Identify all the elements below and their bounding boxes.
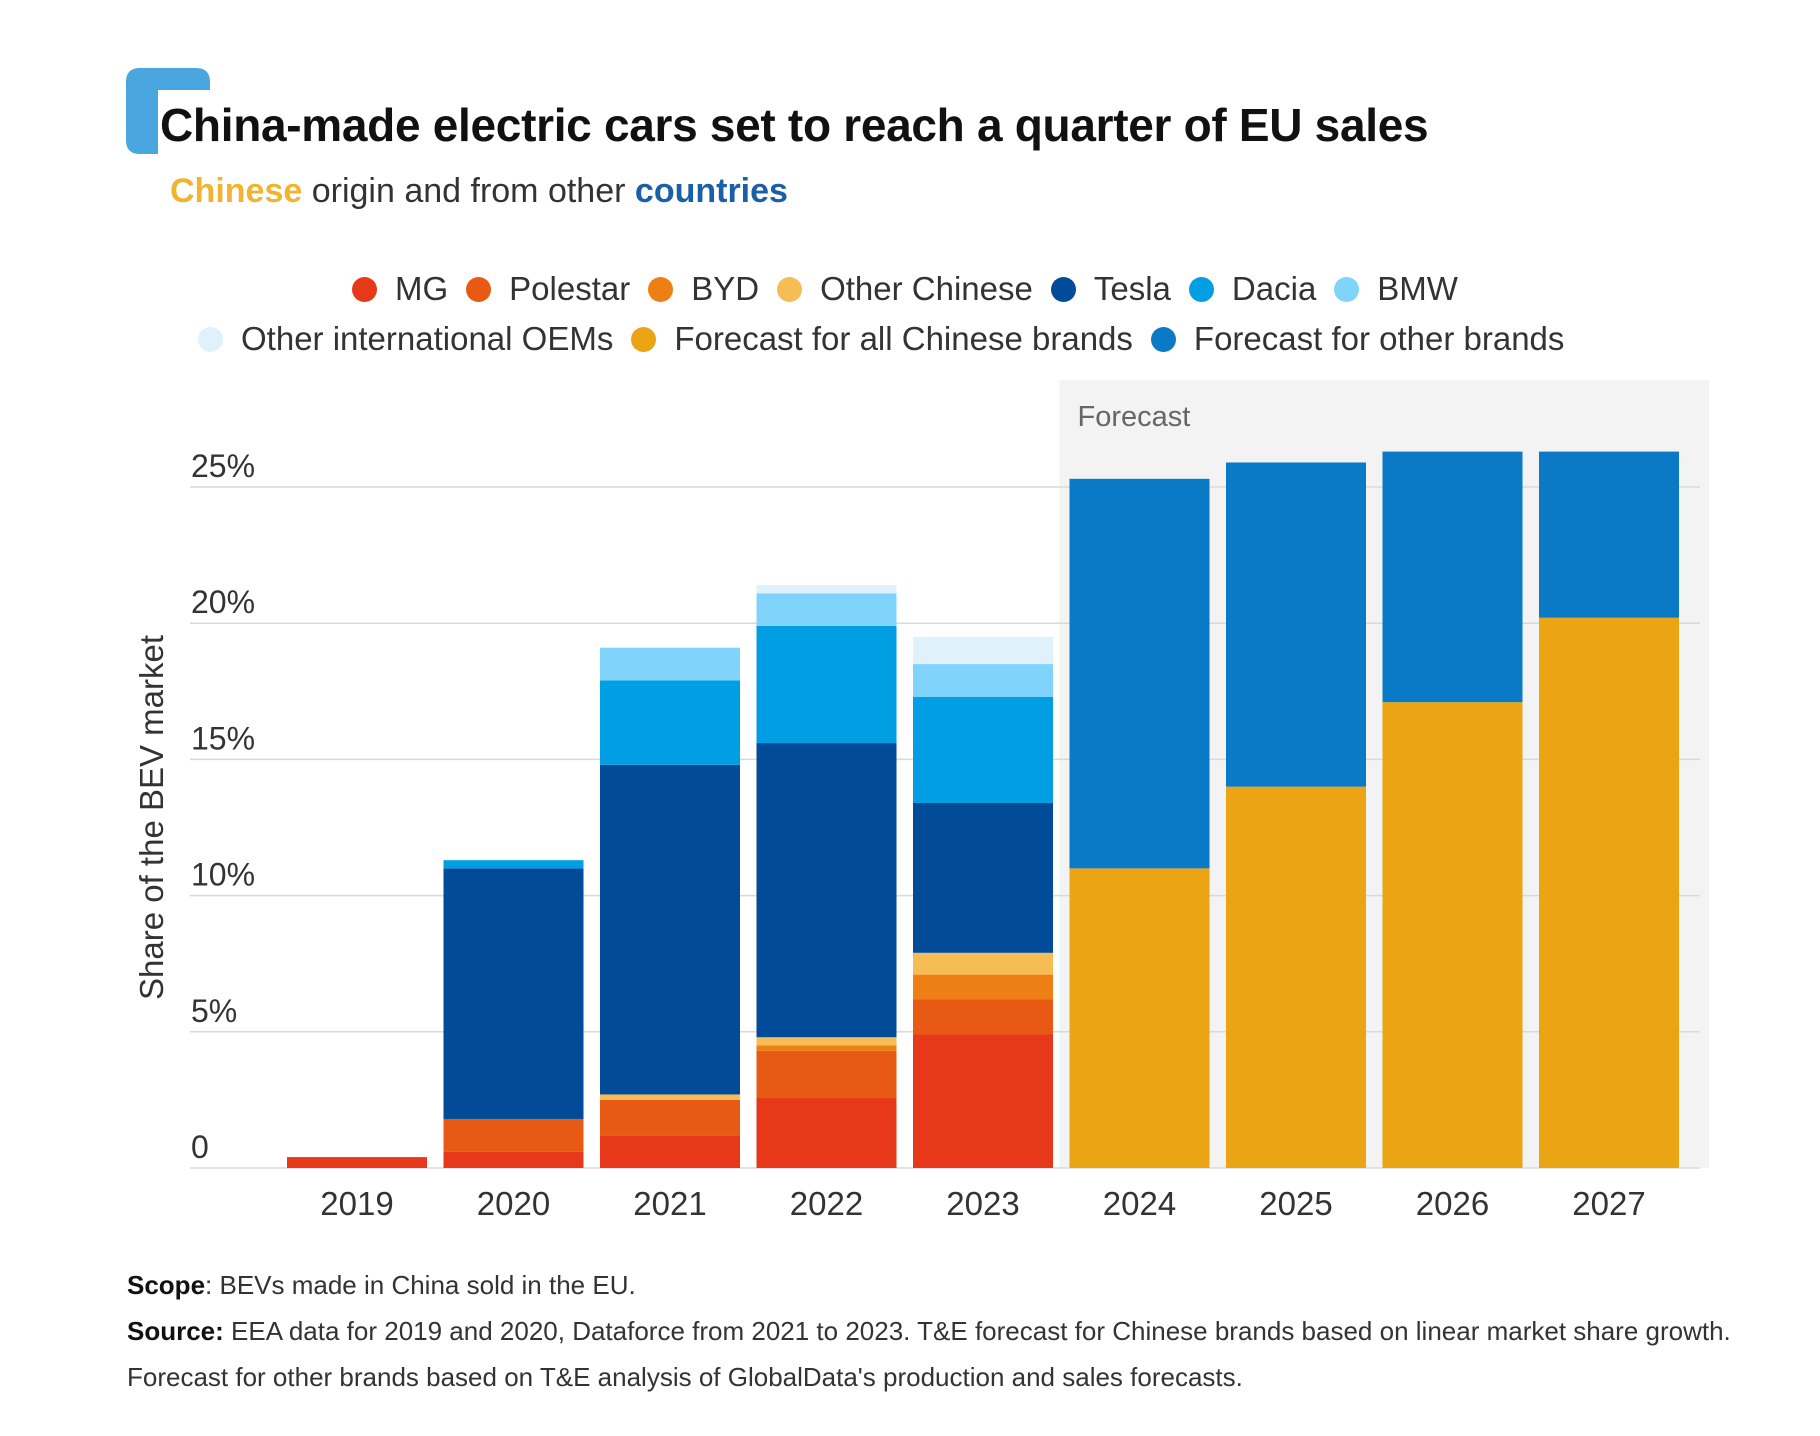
legend-swatch xyxy=(648,276,674,302)
bar-segment xyxy=(756,1097,897,1168)
x-tick-label: 2025 xyxy=(1259,1185,1332,1222)
legend-label: Tesla xyxy=(1093,270,1171,307)
bar-segment xyxy=(913,696,1053,803)
bar-segment xyxy=(287,1157,427,1168)
bar-segment xyxy=(913,974,1053,1000)
scope-label: Scope xyxy=(127,1270,206,1300)
bar-segment xyxy=(1539,451,1679,618)
legend-item: MG xyxy=(352,270,448,308)
x-tick-label: 2026 xyxy=(1416,1185,1489,1222)
y-tick-label: 20% xyxy=(191,584,255,620)
bar-segment xyxy=(600,1094,740,1100)
chart-subtitle: Chinese origin and from other countries xyxy=(170,172,788,211)
x-tick-label: 2019 xyxy=(320,1185,393,1222)
legend-item: Other international OEMs xyxy=(198,320,613,358)
scope-note: Scope: BEVs made in China sold in the EU… xyxy=(127,1262,1767,1308)
legend-item: Tesla xyxy=(1050,270,1171,308)
y-tick-label: 0 xyxy=(191,1129,209,1165)
y-tick-label: 15% xyxy=(191,720,255,756)
legend-label: Dacia xyxy=(1231,270,1317,307)
source-label: Source: xyxy=(127,1316,224,1346)
legend-item: BYD xyxy=(648,270,759,308)
x-tick-label: 2023 xyxy=(946,1185,1019,1222)
bar-segment xyxy=(443,1118,584,1152)
legend-label: Other international OEMs xyxy=(241,320,614,357)
legend-item: Other Chinese xyxy=(777,270,1033,308)
legend-swatch xyxy=(1150,326,1176,352)
bar-segment xyxy=(756,1037,897,1046)
bar-segment xyxy=(1226,786,1366,1168)
bar-segment xyxy=(443,860,584,869)
bar-segment xyxy=(756,743,897,1038)
bar-segment xyxy=(1069,478,1210,869)
legend-swatch xyxy=(466,276,492,302)
legend-label: BMW xyxy=(1377,270,1458,307)
bar-segment xyxy=(600,1135,740,1168)
subtitle-countries: countries xyxy=(634,172,788,210)
y-tick-label: 5% xyxy=(191,993,237,1029)
y-axis-label: Share of the BEV market xyxy=(133,635,170,1000)
legend-item: Polestar xyxy=(466,270,630,308)
bar-segment xyxy=(1382,451,1523,703)
legend-label: Other Chinese xyxy=(820,270,1033,307)
legend-label: MG xyxy=(395,270,449,307)
bar-segment xyxy=(913,952,1053,975)
legend-item: Forecast for all Chinese brands xyxy=(631,320,1133,358)
legend-label: BYD xyxy=(691,270,760,307)
bar-segment xyxy=(1539,617,1679,1168)
x-tick-label: 2021 xyxy=(633,1185,706,1222)
bar-segment xyxy=(600,680,740,765)
corner-accent xyxy=(126,68,210,154)
bar-segment xyxy=(913,1034,1053,1168)
bar-segment xyxy=(443,1151,584,1168)
legend-label: Forecast for all Chinese brands xyxy=(674,320,1133,357)
bar-segment xyxy=(600,764,740,1095)
bar-segment xyxy=(600,1099,740,1136)
bar-segment xyxy=(1226,462,1366,787)
legend-swatch xyxy=(777,276,803,302)
y-tick-label: 10% xyxy=(191,857,255,893)
bar-segment xyxy=(600,647,740,681)
x-tick-label: 2024 xyxy=(1103,1185,1176,1222)
y-tick-label: 25% xyxy=(191,448,255,484)
bar-segment xyxy=(913,999,1053,1035)
chart-title: China-made electric cars set to reach a … xyxy=(160,99,1429,151)
bar-segment xyxy=(756,585,897,594)
bar-segment xyxy=(443,868,584,1119)
subtitle-middle: origin and from other xyxy=(311,172,626,210)
x-tick-label: 2022 xyxy=(790,1185,863,1222)
footnotes: Scope: BEVs made in China sold in the EU… xyxy=(127,1262,1767,1400)
x-tick-label: 2027 xyxy=(1572,1185,1645,1222)
legend-swatch xyxy=(352,276,377,302)
legend-label: Forecast for other brands xyxy=(1193,320,1565,357)
chart: Forecast 0 5% 10% 15% 20% 25% Share of the BEV … xyxy=(133,380,1709,1222)
bar-segment xyxy=(756,1045,897,1051)
bar-segment xyxy=(913,802,1053,953)
legend-swatch xyxy=(1188,276,1214,302)
source-note: Source: EEA data for 2019 and 2020, Data… xyxy=(127,1308,1767,1400)
bar-segment xyxy=(756,625,897,744)
bar-segment xyxy=(913,636,1053,665)
bar-segment xyxy=(1382,702,1523,1168)
source-text: EEA data for 2019 and 2020, Dataforce fr… xyxy=(127,1316,1731,1392)
legend-item: BMW xyxy=(1334,270,1458,308)
legend-swatch xyxy=(198,326,223,352)
legend-label: Polestar xyxy=(509,270,631,307)
bar-segment xyxy=(756,593,897,626)
legend-row: MG Polestar BYD Other Chinese Tesla Dacia BMW xyxy=(352,270,1476,308)
bar-segment xyxy=(1069,868,1210,1168)
forecast-label: Forecast xyxy=(1078,401,1191,433)
legend-swatch xyxy=(631,326,657,352)
legend-swatch xyxy=(1050,276,1076,302)
legend-swatch xyxy=(1334,276,1360,302)
bar-segment xyxy=(756,1050,897,1098)
x-tick-label: 2020 xyxy=(477,1185,550,1222)
bar-segment xyxy=(913,664,1053,697)
legend-item: Forecast for other brands xyxy=(1150,320,1565,358)
legend-item: Dacia xyxy=(1188,270,1317,308)
legend-row: Other international OEMs Forecast for all… xyxy=(198,320,1582,358)
subtitle-chinese: Chinese xyxy=(170,172,303,210)
scope-text: : BEVs made in China sold in the EU. xyxy=(205,1270,636,1300)
